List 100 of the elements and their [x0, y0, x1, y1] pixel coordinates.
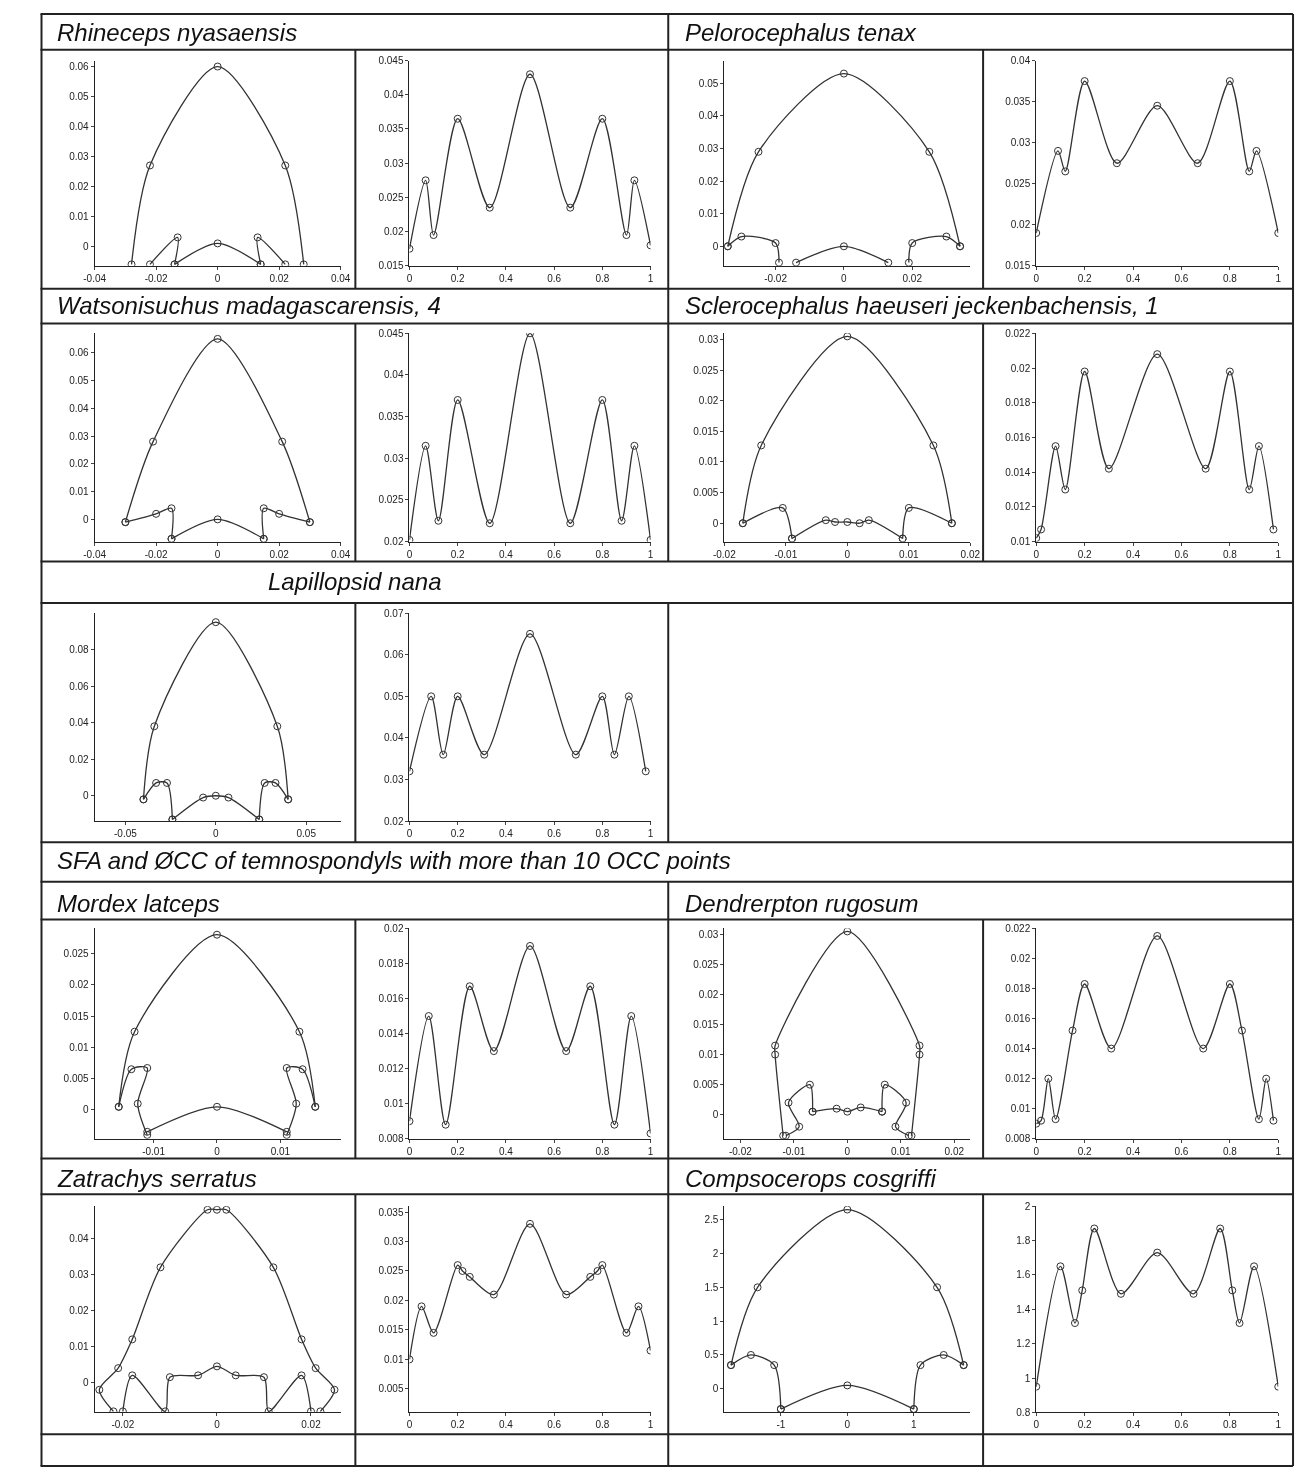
y-tick-label: 0.04 [384, 89, 404, 101]
y-tick-label: 1 [712, 1315, 719, 1327]
y-tick-label: 0.015 [378, 260, 404, 272]
y-tick-label: 0.06 [384, 649, 404, 661]
x-tick-label: 0.01 [891, 1145, 911, 1157]
y-tick-label: 0.014 [1005, 466, 1031, 478]
x-tick-label: 0.2 [450, 548, 466, 560]
x-tick-label: 0 [844, 1419, 851, 1431]
y-tick-label: 0.015 [378, 1324, 404, 1336]
y-tick-label: 0.02 [384, 815, 404, 827]
x-tick-label: 0.8 [595, 1145, 610, 1157]
y-tick-label: 0 [83, 513, 90, 525]
y-tick-label: 0.035 [378, 123, 404, 135]
y-tick-label: 0.04 [698, 110, 719, 122]
y-tick-label: 0.03 [1010, 137, 1031, 149]
y-tick-label: 0.02 [1010, 952, 1031, 964]
y-tick-label: 0.03 [69, 430, 90, 442]
y-tick-label: 0 [83, 790, 90, 802]
y-tick-label: 1.5 [704, 1281, 719, 1293]
x-tick-label: 0 [214, 1419, 221, 1431]
y-tick-label: 0.025 [378, 191, 404, 203]
x-tick-label: 0 [406, 272, 413, 284]
y-tick-label: 0.015 [63, 1010, 90, 1022]
y-tick-label: 0.005 [693, 487, 719, 499]
y-tick-label: 0.015 [1005, 260, 1031, 272]
x-tick-label: 0.4 [1126, 1145, 1141, 1157]
x-tick-label: 1 [647, 1419, 654, 1431]
y-tick-label: 0 [83, 1377, 90, 1389]
y-tick-label: 0.04 [69, 1233, 90, 1245]
y-tick-label: 0 [712, 517, 719, 529]
x-tick-label: -0.02 [728, 1145, 753, 1157]
y-tick-label: 0.02 [384, 922, 404, 934]
y-tick-label: 0.04 [1010, 55, 1031, 67]
y-tick-label: 0.01 [69, 1341, 90, 1353]
x-tick-label: 1 [647, 548, 654, 560]
chart-title: Compsocerops cosgriffi [685, 1165, 937, 1192]
y-tick-label: 0.01 [1010, 536, 1031, 548]
x-tick-label: 0 [1033, 1145, 1040, 1157]
y-tick-label: 0.015 [693, 425, 719, 437]
y-tick-label: 0.05 [384, 690, 404, 702]
y-tick-label: 0.005 [63, 1073, 90, 1085]
x-tick-label: -0.02 [764, 272, 788, 284]
y-tick-label: 0.012 [378, 1063, 404, 1075]
x-tick-label: 0 [406, 1145, 413, 1157]
x-tick-label: 0 [214, 1145, 221, 1157]
y-tick-label: 0 [83, 1104, 90, 1116]
y-tick-label: 0.022 [1005, 327, 1031, 339]
x-tick-label: 0.6 [1174, 1145, 1189, 1157]
x-tick-label: 0.01 [270, 1145, 291, 1157]
x-tick-label: 0.6 [547, 1419, 562, 1431]
y-tick-label: 0.05 [69, 91, 90, 103]
x-tick-label: 0.02 [960, 548, 981, 560]
x-tick-label: 0.2 [450, 272, 466, 284]
y-tick-label: 0.014 [378, 1028, 404, 1040]
y-tick-label: 0.025 [378, 1265, 404, 1277]
x-tick-label: 0.4 [498, 272, 514, 284]
y-tick-label: 1.8 [1016, 1235, 1031, 1247]
y-tick-label: 0.016 [378, 993, 404, 1005]
x-tick-label: -0.01 [142, 1145, 166, 1157]
x-tick-label: -1 [776, 1419, 786, 1431]
x-tick-label: -0.02 [712, 548, 737, 560]
x-tick-label: 0.02 [944, 1145, 965, 1157]
y-tick-label: 0.01 [698, 1049, 719, 1061]
x-tick-label: 0 [214, 548, 221, 560]
y-tick-label: 1 [1024, 1372, 1031, 1384]
y-tick-label: 0.018 [1005, 983, 1031, 995]
x-tick-label: 0.2 [450, 1419, 466, 1431]
y-tick-label: 0.01 [69, 1041, 90, 1053]
x-tick-label: 0.4 [1126, 548, 1141, 560]
x-tick-label: 1 [1275, 1419, 1282, 1431]
y-tick-label: 0.02 [384, 1294, 404, 1306]
y-tick-label: 0.035 [378, 1206, 404, 1218]
chart-title: Zatrachys serratus [57, 1165, 257, 1192]
x-tick-label: 1 [911, 1419, 918, 1431]
x-tick-label: 0.8 [1222, 548, 1238, 560]
y-tick-label: 0.03 [384, 157, 404, 169]
y-tick-label: 0.08 [69, 644, 90, 656]
x-tick-label: -0.05 [113, 828, 138, 840]
y-tick-label: 0.02 [69, 458, 90, 470]
y-tick-label: 0.012 [1005, 1073, 1031, 1085]
x-tick-label: 0.6 [547, 272, 562, 284]
x-tick-label: 0.04 [330, 548, 351, 560]
y-tick-label: 0.05 [698, 77, 719, 89]
y-tick-label: 0.02 [69, 979, 90, 991]
x-tick-label: 0.8 [595, 1419, 610, 1431]
x-tick-label: 0.02 [902, 272, 923, 284]
x-tick-label: 0.4 [1126, 272, 1141, 284]
x-tick-label: 1 [1275, 272, 1282, 284]
chart-title: Mordex latceps [57, 890, 220, 917]
y-tick-label: 0.01 [69, 486, 90, 498]
y-tick-label: 0.045 [378, 55, 404, 67]
y-tick-label: 1.2 [1016, 1338, 1031, 1350]
x-tick-label: 1 [647, 828, 654, 840]
text: SFA and ØCC of temnospondyls with more than 10 OCC points [57, 847, 731, 874]
chart-title: Sclerocephalus haeuseri jeckenbachensis, 1 [685, 292, 1159, 319]
y-tick-label: 0 [712, 1383, 719, 1395]
y-tick-label: 0.04 [384, 732, 404, 744]
y-tick-label: 1.6 [1016, 1269, 1031, 1281]
x-tick-label: 0.4 [498, 1145, 514, 1157]
y-tick-label: 0.016 [1005, 1013, 1031, 1025]
